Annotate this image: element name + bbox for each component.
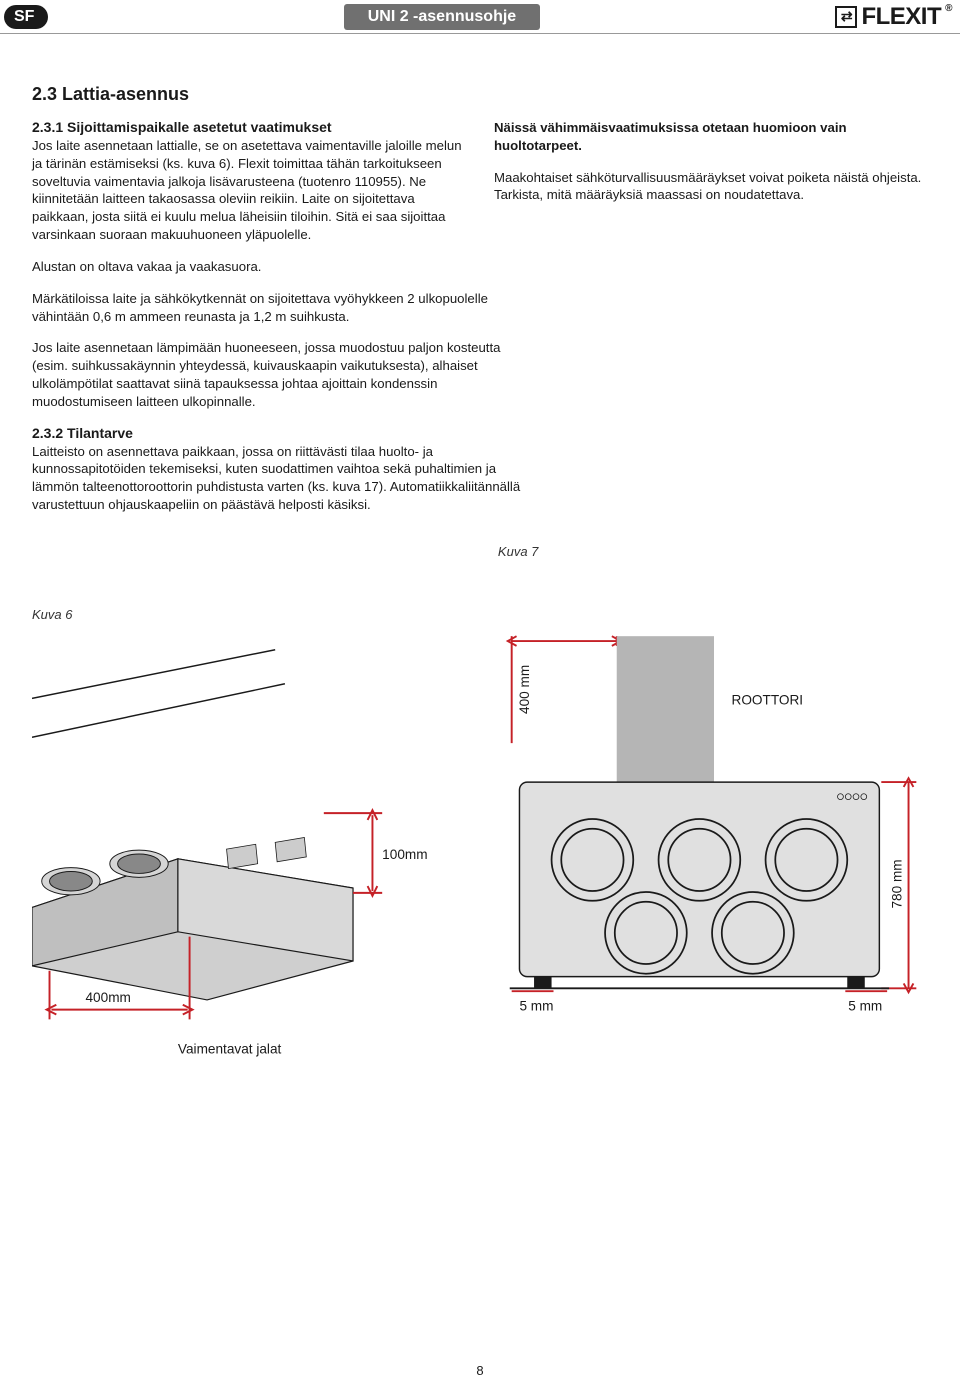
subhead-232: 2.3.2 Tilantarve — [32, 425, 534, 441]
figure6-label: Kuva 6 — [32, 607, 460, 622]
paragraph-1: Jos laite asennetaan lattialle, se on as… — [32, 137, 466, 244]
fig7-dim-right: 780 mm — [890, 859, 905, 908]
subhead-231: 2.3.1 Sijoittamispaikalle asetetut vaati… — [32, 119, 466, 135]
left-column: 2.3.1 Sijoittamispaikalle asetetut vaati… — [32, 119, 466, 258]
single-column-block: Alustan on oltava vakaa ja vaakasuora. M… — [32, 258, 534, 514]
paragraph-4: Jos laite asennetaan lämpimään huoneesee… — [32, 339, 534, 410]
header-title: UNI 2 -asennusohje — [344, 4, 540, 30]
page-header: SF UNI 2 -asennusohje ⇄ FLEXIT ® — [0, 0, 960, 34]
figure7-label: Kuva 7 — [498, 544, 928, 559]
figure-6: Kuva 6 — [32, 607, 460, 1063]
fig6-feet-label: Vaimentavat jalat — [178, 1041, 282, 1056]
fig7-dim-br: 5 mm — [848, 998, 882, 1013]
right-bold: Näissä vähimmäisvaatimuksissa otetaan hu… — [494, 119, 928, 155]
right-column: Näissä vähimmäisvaatimuksissa otetaan hu… — [494, 119, 928, 258]
fig7-dim-top: 400 mm — [517, 665, 532, 714]
brand-text: FLEXIT — [861, 3, 941, 31]
fig6-dim-400: 400mm — [86, 990, 131, 1005]
sf-badge: SF — [4, 5, 48, 29]
section-heading: 2.3 Lattia-asennus — [32, 84, 928, 105]
figure6-svg: 100mm 400mm Vaimentavat jalat — [32, 640, 460, 1058]
header-title-wrap: UNI 2 -asennusohje — [48, 4, 835, 30]
paragraph-5: Laitteisto on asennettava paikkaan, joss… — [32, 443, 534, 514]
figure-7: 400 mm ROOTTORI — [500, 607, 928, 1021]
fig6-dim-100: 100mm — [382, 847, 427, 862]
brand-arrows-icon: ⇄ — [835, 6, 857, 28]
page-number: 8 — [0, 1363, 960, 1378]
figure7-svg: 400 mm ROOTTORI — [500, 607, 928, 1016]
fig7-dim-bl: 5 mm — [519, 998, 553, 1013]
brand-logo: ⇄ FLEXIT ® — [835, 3, 960, 31]
brand-mark: ® — [945, 3, 952, 14]
right-paragraph: Maakohtaiset sähköturvallisuusmääräykset… — [494, 169, 928, 205]
paragraph-2: Alustan on oltava vakaa ja vaakasuora. — [32, 258, 534, 276]
fig7-rotor-label: ROOTTORI — [732, 692, 804, 707]
paragraph-3: Märkätiloissa laite ja sähkökytkennät on… — [32, 290, 534, 326]
